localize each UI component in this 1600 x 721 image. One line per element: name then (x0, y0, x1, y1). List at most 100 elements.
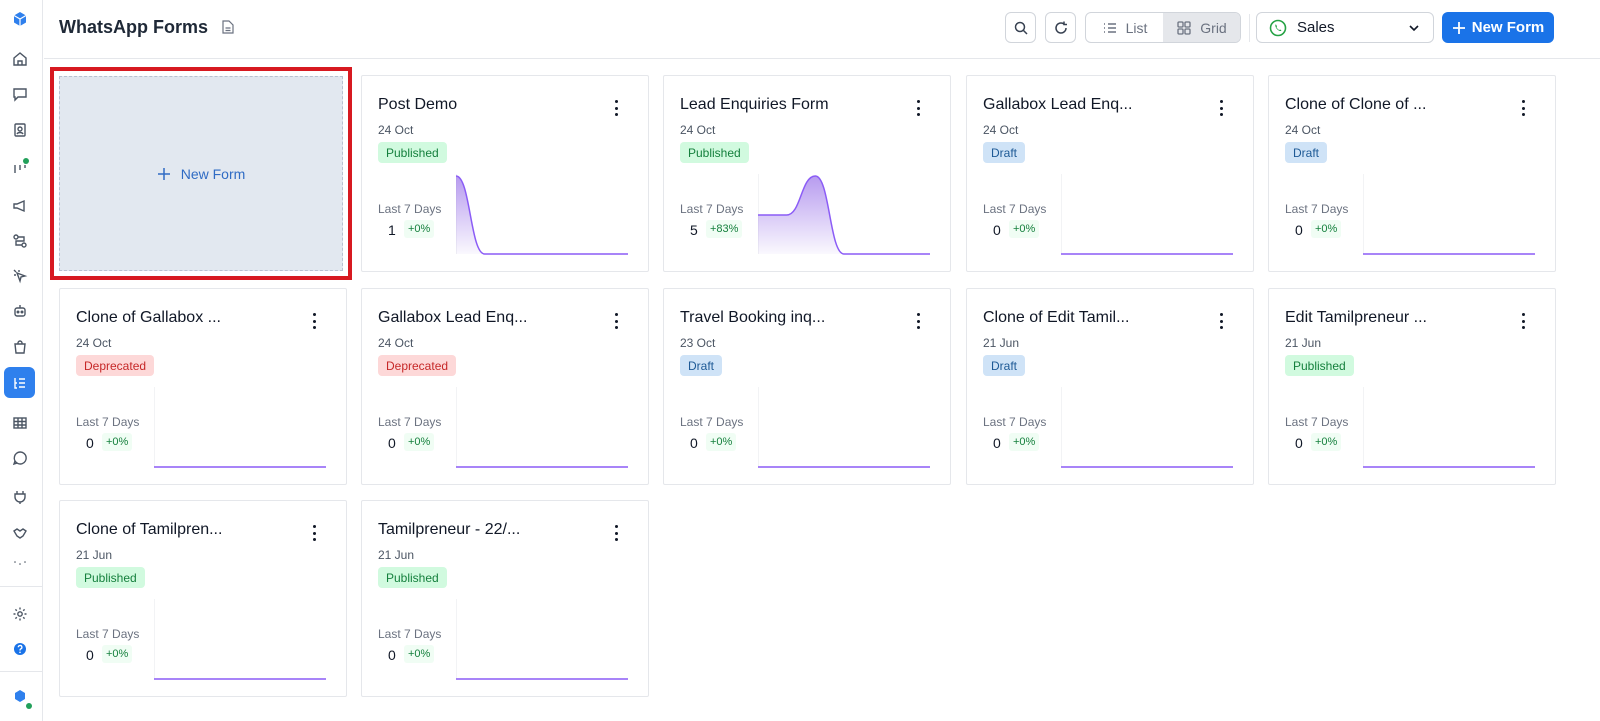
form-card[interactable]: Edit Tamilpreneur ... 21 Jun Published L… (1268, 288, 1556, 485)
document-icon[interactable] (222, 20, 234, 34)
form-card[interactable]: Clone of Tamilpren... 21 Jun Published L… (59, 500, 347, 697)
plus-icon (157, 167, 170, 180)
list-icon (1103, 22, 1116, 33)
sparkline-chart (456, 599, 628, 680)
change-badge: +83% (706, 220, 743, 238)
chat-icon[interactable] (4, 442, 35, 473)
kebab-menu-icon[interactable] (1219, 313, 1223, 329)
form-card[interactable]: Gallabox Lead Enq... 24 Oct Deprecated L… (361, 288, 649, 485)
conversations-icon[interactable] (4, 78, 35, 109)
form-name[interactable]: Tamilpreneur - 22/... (378, 521, 521, 538)
status-badge: Draft (983, 355, 1026, 376)
last-7-days-label: Last 7 Days (1285, 415, 1349, 429)
submission-count: 1 (388, 222, 396, 238)
header-divider (1249, 14, 1250, 42)
flows-icon[interactable] (4, 225, 35, 256)
kebab-menu-icon[interactable] (614, 100, 618, 116)
submission-count: 0 (1295, 222, 1303, 238)
partners-icon[interactable] (4, 517, 35, 548)
change-badge: +0% (102, 645, 133, 663)
status-badge: Deprecated (76, 355, 155, 376)
form-name[interactable]: Clone of Tamilpren... (76, 521, 223, 538)
commerce-icon[interactable] (4, 331, 35, 362)
contacts-icon[interactable] (4, 114, 35, 145)
last-7-days-label: Last 7 Days (983, 202, 1047, 216)
new-form-button[interactable]: New Form (1442, 12, 1554, 43)
kebab-menu-icon[interactable] (1219, 100, 1223, 116)
form-card[interactable]: Tamilpreneur - 22/... 21 Jun Published L… (361, 500, 649, 697)
workspace-avatar[interactable] (4, 680, 35, 711)
search-button[interactable] (1005, 12, 1036, 43)
change-badge: +0% (1009, 220, 1040, 238)
form-name[interactable]: Travel Booking inq... (680, 309, 826, 326)
sparkline-chart (154, 387, 326, 468)
status-badge: Published (1285, 355, 1354, 376)
new-form-button-label: New Form (1471, 19, 1545, 36)
form-name[interactable]: Gallabox Lead Enq... (983, 96, 1133, 113)
whatsapp-icon (1269, 19, 1287, 36)
list-view-button[interactable]: List (1086, 13, 1163, 42)
form-date: 21 Jun (983, 336, 1020, 350)
kebab-menu-icon[interactable] (916, 313, 920, 329)
form-card[interactable]: Clone of Gallabox ... 24 Oct Deprecated … (59, 288, 347, 485)
form-card[interactable]: Clone of Edit Tamil... 21 Jun Draft Last… (966, 288, 1254, 485)
forms-icon[interactable] (4, 367, 35, 398)
more-icon[interactable] (4, 552, 35, 572)
form-date: 21 Jun (378, 548, 415, 562)
form-date: 24 Oct (378, 123, 414, 137)
bot-icon[interactable] (4, 295, 35, 326)
sparkline-line (456, 175, 628, 255)
sparkline-area (456, 176, 628, 254)
sparkline-chart (456, 174, 628, 255)
form-name[interactable]: Clone of Gallabox ... (76, 309, 221, 326)
table-icon[interactable] (4, 407, 35, 438)
form-date: 24 Oct (680, 123, 716, 137)
channel-select[interactable]: Sales (1256, 12, 1434, 43)
form-name[interactable]: Lead Enquiries Form (680, 96, 829, 113)
sparkline-chart (1363, 174, 1535, 255)
kebab-menu-icon[interactable] (916, 100, 920, 116)
home-icon[interactable] (4, 43, 35, 74)
automation-icon[interactable] (4, 260, 35, 291)
submission-count: 0 (1295, 435, 1303, 451)
submission-count: 0 (388, 647, 396, 663)
kebab-menu-icon[interactable] (1521, 313, 1525, 329)
grid-icon (1177, 20, 1191, 35)
form-name[interactable]: Post Demo (378, 96, 458, 113)
kebab-menu-icon[interactable] (614, 313, 618, 329)
new-form-card-inner[interactable]: New Form (59, 76, 343, 271)
change-badge: +0% (1311, 433, 1342, 451)
form-name[interactable]: Clone of Clone of ... (1285, 96, 1427, 113)
integrations-icon[interactable] (4, 481, 35, 512)
settings-icon[interactable] (4, 598, 35, 629)
status-badge: Draft (680, 355, 723, 376)
form-name[interactable]: Gallabox Lead Enq... (378, 309, 528, 326)
pipeline-icon[interactable] (4, 153, 35, 184)
kebab-menu-icon[interactable] (614, 525, 618, 541)
refresh-icon (1054, 21, 1067, 34)
sparkline-chart (758, 387, 930, 468)
last-7-days-label: Last 7 Days (1285, 202, 1349, 216)
change-badge: +0% (706, 433, 737, 451)
channel-select-value: Sales (1297, 19, 1335, 36)
form-card[interactable]: Lead Enquiries Form 24 Oct Published Las… (663, 75, 951, 272)
help-icon[interactable] (4, 633, 35, 664)
form-card[interactable]: Travel Booking inq... 23 Oct Draft Last … (663, 288, 951, 485)
grid-view-button[interactable]: Grid (1163, 13, 1240, 42)
form-date: 24 Oct (378, 336, 414, 350)
kebab-menu-icon[interactable] (312, 313, 316, 329)
kebab-menu-icon[interactable] (1521, 100, 1525, 116)
status-badge: Draft (983, 142, 1026, 163)
kebab-menu-icon[interactable] (312, 525, 316, 541)
form-card[interactable]: Post Demo 24 Oct Published Last 7 Days 1… (361, 75, 649, 272)
new-form-card[interactable]: New Form (50, 67, 352, 280)
form-card[interactable]: Clone of Clone of ... 24 Oct Draft Last … (1268, 75, 1556, 272)
sparkline-chart (154, 599, 326, 680)
broadcast-icon[interactable] (4, 190, 35, 221)
form-name[interactable]: Edit Tamilpreneur ... (1285, 309, 1427, 326)
app-logo-icon[interactable] (4, 3, 35, 34)
refresh-button[interactable] (1045, 12, 1076, 43)
submission-count: 0 (993, 435, 1001, 451)
form-name[interactable]: Clone of Edit Tamil... (983, 309, 1130, 326)
form-card[interactable]: Gallabox Lead Enq... 24 Oct Draft Last 7… (966, 75, 1254, 272)
